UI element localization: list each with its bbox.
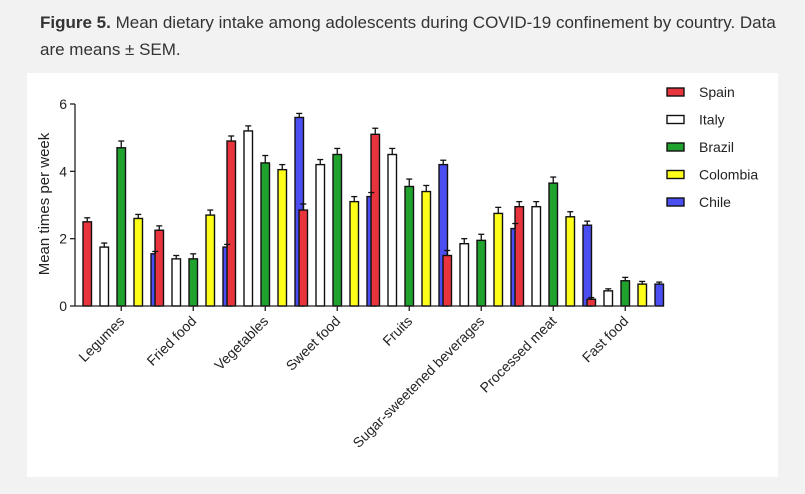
y-tick-label: 4 — [59, 163, 67, 179]
bar — [531, 205, 542, 307]
bars-layer — [82, 116, 665, 307]
bar — [404, 185, 415, 307]
bar — [620, 280, 631, 307]
legend-label: Chile — [699, 194, 731, 210]
bar — [298, 209, 309, 307]
bar — [332, 153, 343, 307]
bar — [260, 162, 271, 307]
legend-label: Italy — [699, 112, 725, 128]
bar — [116, 147, 127, 307]
legend-swatch — [666, 87, 685, 97]
bar — [133, 217, 144, 307]
error-bars-layer — [84, 112, 663, 300]
bar — [603, 290, 614, 307]
bar — [243, 130, 254, 307]
bar — [442, 254, 453, 307]
x-tick-label: Processed meat — [477, 313, 560, 396]
bar — [476, 239, 487, 307]
x-ticks: Legumes Fried food Vegetables Sweet food Fru… — [75, 306, 631, 451]
bar — [421, 190, 432, 307]
bar — [459, 243, 470, 307]
legend-label: Spain — [699, 84, 735, 100]
bar — [349, 200, 360, 307]
bar — [315, 163, 326, 307]
bar — [171, 258, 182, 307]
legend-label: Colombia — [699, 167, 758, 183]
figure-label: Figure 5. — [40, 13, 111, 32]
bar — [654, 283, 665, 307]
bar — [154, 229, 165, 307]
bar — [493, 212, 504, 307]
chart-panel: Mean times per week 0 2 4 6 Legumes Fried fo… — [27, 73, 778, 477]
x-tick-label: Legumes — [75, 313, 127, 365]
y-axis-title: Mean times per week — [36, 132, 53, 275]
x-tick-label: Sweet food — [283, 313, 344, 374]
legend: Spain Italy Brazil Colombia Chile — [666, 84, 758, 210]
bar — [370, 133, 381, 307]
x-tick-label: Sugar-sweetened beverages — [349, 313, 487, 451]
figure-caption-text: Mean dietary intake among adolescents du… — [40, 13, 776, 59]
legend-label: Brazil — [699, 139, 734, 155]
axes-layer: Mean times per week — [36, 104, 654, 307]
bar — [565, 216, 576, 307]
x-tick-label: Fried food — [143, 313, 199, 369]
x-tick-label: Fast food — [579, 313, 632, 366]
legend-swatch — [666, 142, 685, 152]
bar — [586, 298, 597, 307]
legend-swatch — [666, 169, 685, 180]
y-tick-label: 2 — [59, 231, 67, 247]
x-tick-label: Fruits — [379, 313, 415, 349]
figure-caption: Figure 5. Mean dietary intake among adol… — [40, 9, 780, 63]
bar — [82, 221, 93, 307]
bar — [582, 224, 593, 307]
x-tick-label: Vegetables — [211, 313, 271, 373]
bar — [548, 182, 559, 307]
bar — [637, 283, 648, 307]
bar — [188, 258, 199, 307]
y-tick-label: 0 — [59, 298, 67, 314]
bar — [99, 246, 110, 307]
y-ticks: 0 2 4 6 — [59, 96, 75, 314]
bar — [277, 168, 288, 307]
bar — [514, 205, 525, 307]
bar — [387, 153, 398, 307]
bar — [205, 214, 216, 307]
legend-swatch — [666, 114, 685, 125]
bar — [226, 140, 237, 307]
legend-swatch — [666, 197, 685, 207]
bar-chart: Mean times per week 0 2 4 6 Legumes Fried fo… — [36, 84, 758, 451]
y-tick-label: 6 — [59, 96, 67, 112]
